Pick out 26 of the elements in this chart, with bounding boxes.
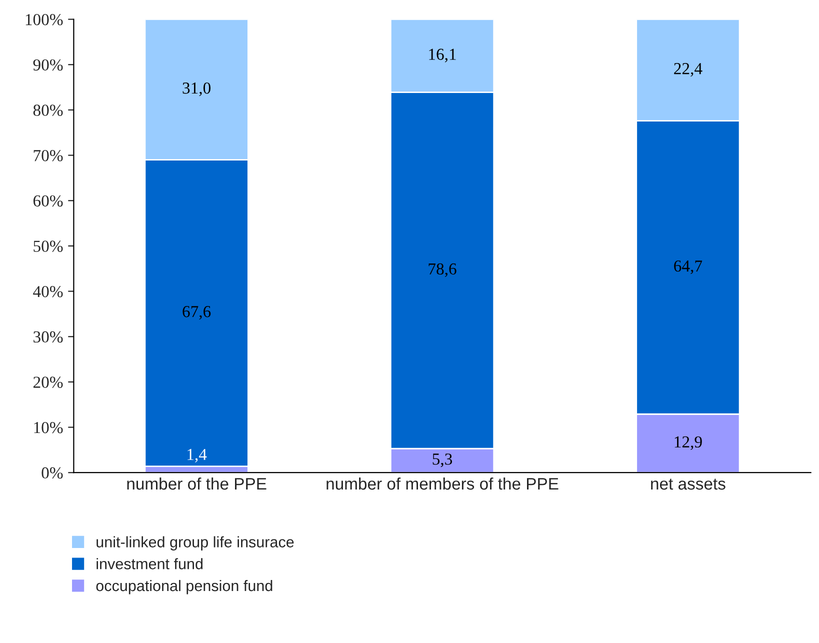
y-tick-label: 30%	[34, 331, 63, 343]
x-tick-label: net assets	[651, 478, 726, 490]
y-tick-label: 10%	[34, 422, 63, 434]
x-tick-label: number of the PPE	[127, 477, 266, 490]
legend-label: unit-linked group life insurace	[96, 536, 294, 550]
y-tick-label: 50%	[34, 240, 63, 252]
data-label: 1,4	[188, 448, 207, 462]
y-tick-label: 0%	[42, 467, 63, 479]
y-tick-label: 100%	[26, 14, 63, 26]
y-tick-label: 90%	[33, 59, 63, 71]
legend-label: investment fund	[96, 558, 203, 570]
y-tick-label: 40%	[33, 286, 63, 298]
y-tick-label: 60%	[33, 195, 63, 207]
y-tick-label: 80%	[33, 104, 63, 116]
data-label: 22,4	[674, 63, 702, 77]
data-label: 16,1	[429, 48, 456, 62]
data-label: 12,9	[674, 436, 702, 450]
data-label: 64,7	[674, 260, 702, 274]
x-tick-label: number of members of the PPE	[326, 477, 558, 490]
legend-label: occupational pension fund	[96, 580, 272, 594]
data-label: 31,0	[182, 82, 211, 96]
data-label: 5,3	[432, 454, 452, 468]
data-label: 78,6	[428, 263, 456, 277]
data-label: 67,6	[182, 306, 211, 320]
y-tick-label: 70%	[34, 150, 63, 162]
y-tick-label: 20%	[33, 376, 63, 388]
